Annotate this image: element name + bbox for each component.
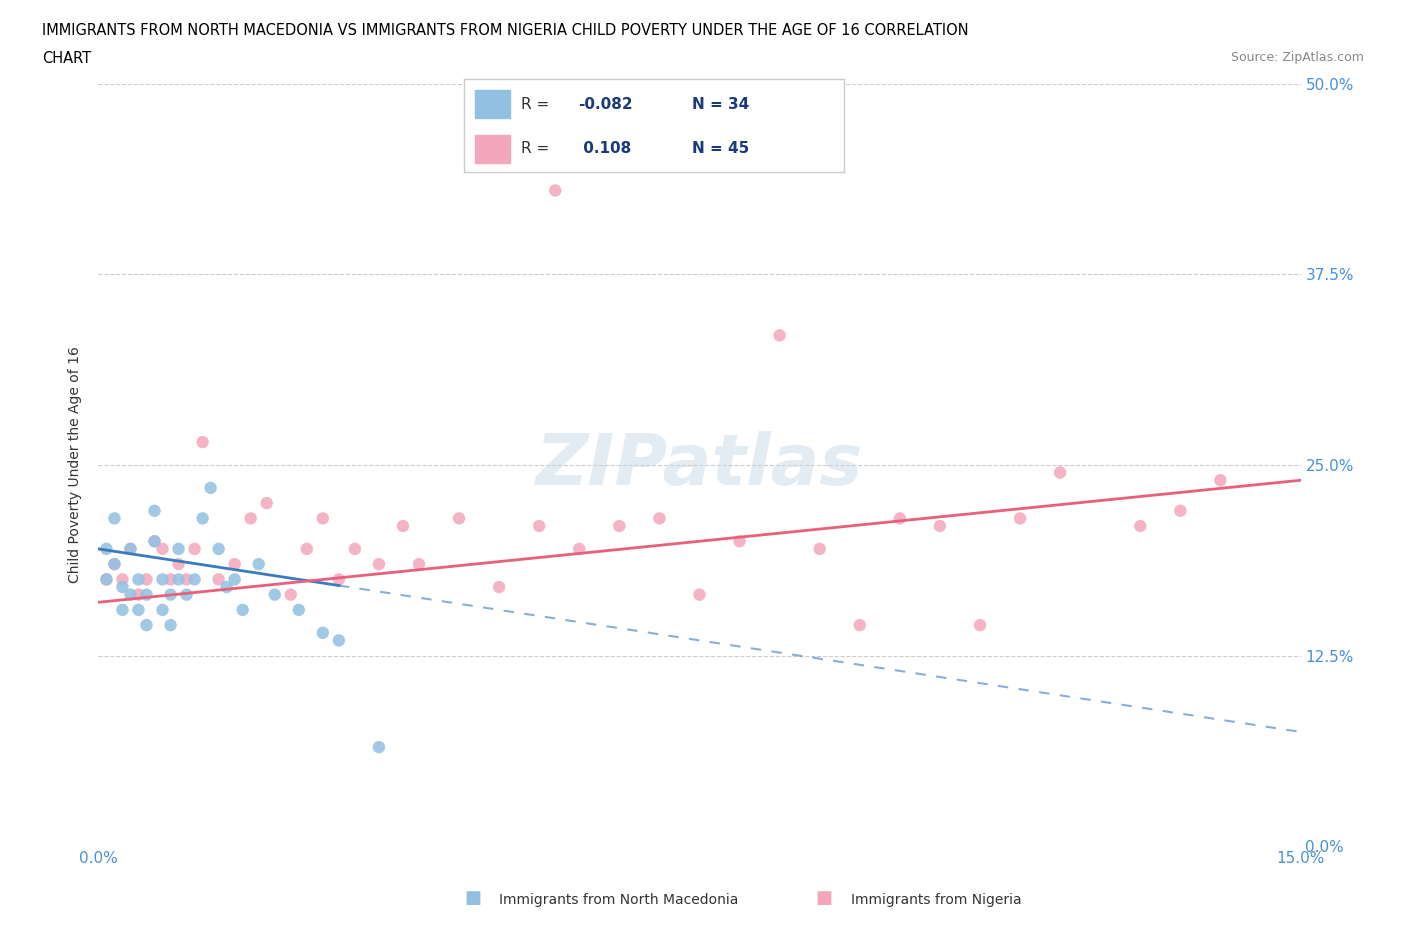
- Point: [889, 511, 911, 525]
- Point: [1010, 511, 1032, 525]
- Point: [529, 519, 551, 534]
- Point: [256, 496, 278, 511]
- Point: [568, 541, 591, 556]
- Point: [689, 587, 711, 602]
- Point: [280, 587, 302, 602]
- Text: R =: R =: [520, 141, 554, 156]
- Point: [247, 557, 270, 572]
- Point: [929, 519, 952, 534]
- Text: -0.082: -0.082: [578, 97, 633, 112]
- Point: [191, 511, 214, 525]
- Point: [167, 557, 190, 572]
- Point: [143, 534, 166, 549]
- Point: [232, 603, 254, 618]
- Point: [544, 183, 567, 198]
- Point: [224, 572, 246, 587]
- Point: [120, 587, 142, 602]
- Point: [111, 572, 134, 587]
- Point: [328, 572, 350, 587]
- Point: [224, 557, 246, 572]
- Point: [408, 557, 430, 572]
- Point: [1049, 465, 1071, 480]
- Point: [969, 618, 991, 632]
- Point: [96, 541, 118, 556]
- Point: [111, 579, 134, 594]
- Text: ■: ■: [464, 889, 481, 907]
- Point: [368, 557, 391, 572]
- Point: [648, 511, 671, 525]
- Point: [328, 633, 350, 648]
- Text: IMMIGRANTS FROM NORTH MACEDONIA VS IMMIGRANTS FROM NIGERIA CHILD POVERTY UNDER T: IMMIGRANTS FROM NORTH MACEDONIA VS IMMIG…: [42, 23, 969, 38]
- Text: ZIPatlas: ZIPatlas: [536, 431, 863, 499]
- Point: [288, 603, 311, 618]
- Point: [176, 587, 198, 602]
- Point: [239, 511, 262, 525]
- Point: [159, 618, 181, 632]
- Point: [159, 572, 181, 587]
- Point: [111, 603, 134, 618]
- Point: [176, 572, 198, 587]
- Bar: [475, 90, 509, 118]
- Text: N = 45: N = 45: [692, 141, 749, 156]
- Y-axis label: Child Poverty Under the Age of 16: Child Poverty Under the Age of 16: [69, 347, 83, 583]
- Point: [128, 603, 150, 618]
- Point: [183, 572, 205, 587]
- Point: [143, 534, 166, 549]
- Point: [312, 625, 335, 640]
- Point: [769, 328, 792, 343]
- Point: [208, 541, 231, 556]
- Point: [103, 511, 125, 525]
- Point: [120, 541, 142, 556]
- Point: [183, 541, 205, 556]
- Point: [152, 603, 174, 618]
- Point: [152, 572, 174, 587]
- Point: [143, 503, 166, 518]
- Point: [128, 587, 150, 602]
- Text: R =: R =: [520, 97, 554, 112]
- Point: [208, 572, 231, 587]
- Point: [167, 541, 190, 556]
- Point: [120, 541, 142, 556]
- Point: [849, 618, 872, 632]
- Point: [368, 739, 391, 754]
- Point: [96, 572, 118, 587]
- Point: [159, 587, 181, 602]
- Point: [488, 579, 510, 594]
- Point: [1129, 519, 1152, 534]
- Text: CHART: CHART: [42, 51, 91, 66]
- Point: [263, 587, 285, 602]
- Text: Immigrants from North Macedonia: Immigrants from North Macedonia: [499, 893, 738, 907]
- Point: [135, 587, 157, 602]
- Point: [1170, 503, 1192, 518]
- Point: [728, 534, 751, 549]
- Point: [128, 572, 150, 587]
- Point: [103, 557, 125, 572]
- Point: [135, 572, 157, 587]
- Point: [1209, 472, 1232, 487]
- Point: [609, 519, 631, 534]
- Point: [191, 434, 214, 449]
- Point: [447, 511, 470, 525]
- Bar: [475, 135, 509, 163]
- Point: [312, 511, 335, 525]
- Point: [343, 541, 366, 556]
- Text: 0.108: 0.108: [578, 141, 631, 156]
- Point: [200, 481, 222, 496]
- Text: ■: ■: [815, 889, 832, 907]
- Point: [295, 541, 318, 556]
- Text: Immigrants from Nigeria: Immigrants from Nigeria: [851, 893, 1021, 907]
- Point: [152, 541, 174, 556]
- Text: N = 34: N = 34: [692, 97, 749, 112]
- Point: [103, 557, 125, 572]
- Point: [392, 519, 415, 534]
- Text: Source: ZipAtlas.com: Source: ZipAtlas.com: [1230, 51, 1364, 64]
- Point: [135, 618, 157, 632]
- Point: [215, 579, 238, 594]
- Point: [808, 541, 831, 556]
- Point: [167, 572, 190, 587]
- Point: [96, 572, 118, 587]
